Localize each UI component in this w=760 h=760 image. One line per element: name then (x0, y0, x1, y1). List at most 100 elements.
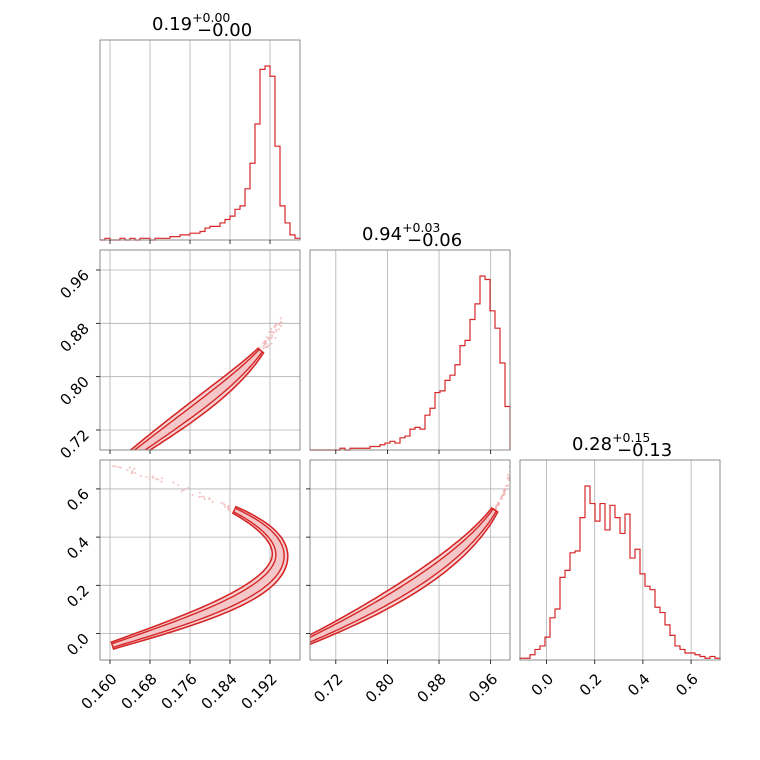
contour-4-sample-point (224, 505, 227, 509)
contour-4-frame (99, 459, 301, 661)
contour-3-ytick-label: 0.88 (56, 319, 92, 355)
contour-3-sample-point (263, 342, 267, 345)
contour-5-marks (295, 465, 510, 648)
contour-3-sample-point (273, 325, 276, 328)
contour-3-frame (99, 249, 301, 451)
contour-3-sample-point (116, 461, 118, 463)
hist-1-steps (310, 275, 511, 451)
contour-4-sample-point (161, 477, 164, 480)
contour-4-sample-point (222, 502, 225, 505)
contour-5-sample-point (495, 504, 498, 507)
contour-4-sample-point (208, 497, 211, 501)
contour-3-sample-point (121, 462, 123, 464)
contour-3-sample-point (270, 327, 273, 331)
hist-2-xtick-label: 0.2 (576, 670, 606, 700)
hist-1-title-plus: +0.03 (402, 220, 440, 235)
contour-3-sample-point (132, 455, 134, 457)
contour-5-band-inner (310, 508, 498, 643)
contour-3-sample-point (121, 461, 123, 463)
hist-2-title: 0.28+0.15 (572, 430, 650, 455)
contour-4-xtick-label: 0.184 (198, 670, 241, 713)
contour-3-sample-point (125, 465, 127, 467)
contour-4-xtick-label: 0.168 (118, 670, 161, 713)
contour-4-xtick-label: 0.192 (238, 670, 281, 713)
contour-5-xtick-label: 0.72 (310, 670, 346, 706)
hist-1-title-minus: −0.06 (407, 230, 462, 251)
hist-0-title-plus: +0.00 (192, 10, 230, 25)
contour-3-sample-point (127, 453, 129, 455)
contour-3-sample-point (115, 463, 117, 465)
contour-3-sample-point (141, 451, 143, 453)
contour-4-sample-point (157, 478, 160, 481)
contour-3-band-inner (133, 348, 264, 450)
contour-5-xtick-label: 0.80 (362, 670, 398, 706)
contour-4-sample-point (145, 475, 148, 478)
hist-0-steps (100, 65, 301, 241)
contour-3-sample-point (137, 450, 139, 452)
contour-3-sample-point (129, 456, 131, 458)
contour-4-sample-point (128, 466, 131, 469)
contour-5-sample-point (505, 484, 508, 487)
contour-3-sample-point (135, 453, 137, 455)
contour-3-sample-point (129, 455, 131, 457)
contour-4-sample-point (226, 508, 230, 511)
contour-4-ytick-label: 0.2 (63, 581, 93, 611)
contour-4-sample-point (227, 504, 230, 508)
contour-3-sample-point (128, 456, 130, 458)
contour-5-sample-point (297, 644, 299, 646)
contour-4-sample-point (133, 467, 136, 470)
contour-4-sample-point (229, 509, 232, 513)
contour-3-sample-point (265, 345, 269, 348)
contour-5-xtick-label: 0.88 (413, 670, 449, 706)
contour-4-sample-point (131, 470, 134, 473)
contour-4-xtick-label: 0.160 (78, 670, 121, 713)
contour-4-ytick-label: 0.0 (63, 630, 93, 660)
contour-5-xtick-label: 0.96 (465, 670, 501, 706)
hist-2-title-value: 0.28 (572, 434, 612, 455)
contour-5-sample-point (497, 503, 500, 506)
contour-5-sample-point (295, 646, 297, 648)
contour-4-sample-point (114, 465, 117, 468)
hist-1-title-value: 0.94 (362, 224, 402, 245)
contour-3-sample-point (135, 451, 137, 453)
contour-4-sample-point (112, 465, 115, 468)
contour-3-sample-point (270, 334, 274, 337)
contour-3-sample-point (262, 346, 265, 350)
contour-5-sample-point (503, 489, 506, 492)
contour-4-ytick-label: 0.6 (63, 485, 93, 515)
contour-3-ytick-label: 0.96 (56, 266, 92, 302)
contour-4-sample-point (160, 480, 163, 483)
contour-3-sample-point (262, 344, 265, 347)
contour-4-sample-point (126, 468, 129, 472)
contour-4-band-outer (110, 505, 289, 650)
contour-5-sample-point (307, 639, 309, 641)
contour-4-sample-point (119, 466, 122, 469)
contour-4-band-inner (111, 507, 285, 649)
contour-5-frame (309, 459, 511, 661)
contour-4-sample-point (177, 483, 180, 487)
contour-3-ytick-label: 0.72 (56, 426, 92, 462)
contour-3-sample-point (265, 336, 268, 339)
contour-3-sample-point (279, 317, 282, 320)
contour-3-sample-point (264, 339, 268, 342)
contour-4-sample-point (151, 475, 154, 478)
contour-5-sample-point (304, 642, 306, 644)
contour-3-sample-point (268, 330, 271, 334)
frame-layer (99, 39, 721, 661)
contour-3-sample-point (124, 461, 126, 463)
hist-0-frame (99, 39, 301, 241)
contour-3-sample-point (277, 328, 280, 331)
contour-5-sample-point (506, 473, 510, 476)
contour-4-marks (110, 465, 289, 650)
hist-0-title-value: 0.19 (152, 14, 192, 35)
contour-3-sample-point (272, 331, 275, 334)
contour-5-sample-point (500, 494, 503, 498)
contour-5-band-outer (310, 506, 499, 646)
hist-2-xtick-label: 0.0 (528, 670, 558, 700)
ticks-layer (96, 240, 692, 664)
contour-3-sample-point (270, 342, 273, 345)
hist-2-xtick-label: 0.4 (624, 670, 654, 700)
contour-4-sample-point (139, 474, 143, 478)
contour-3-sample-point (140, 452, 142, 454)
